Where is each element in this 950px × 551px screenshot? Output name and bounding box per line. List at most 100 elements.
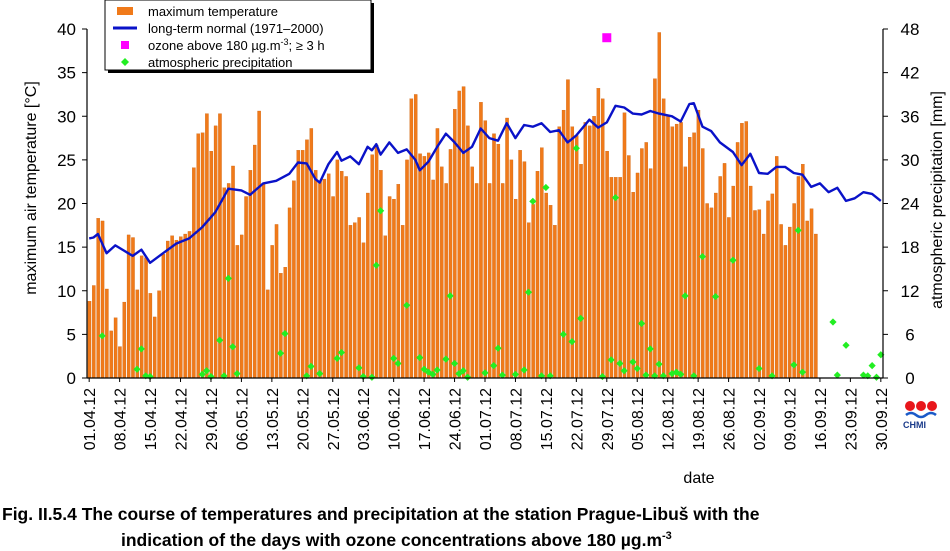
x-tick-label: 22.07.12 [569, 388, 586, 450]
temperature-bar [222, 187, 227, 379]
temperature-bar [126, 234, 131, 379]
temperature-bar [122, 301, 126, 379]
precipitation-point [842, 341, 850, 349]
temperature-bar [683, 166, 688, 379]
temperature-bar [644, 142, 648, 379]
temperature-bar [544, 192, 548, 379]
precipitation-point [220, 372, 228, 380]
temperature-bar [161, 253, 166, 379]
temperature-bar [444, 183, 448, 379]
temperature-bar [357, 217, 361, 379]
temperature-bar [635, 172, 640, 379]
temperature-bar [340, 171, 344, 379]
temperature-bar [540, 147, 544, 379]
temperature-bar [709, 207, 714, 379]
precipitation-point [337, 348, 346, 357]
y-tick-label-left: 40 [57, 20, 76, 39]
x-tick-label: 22.04.12 [174, 388, 191, 450]
temperature-bar [335, 159, 340, 379]
x-tick-label: 09.09.12 [783, 388, 800, 450]
temperature-bar [361, 242, 366, 379]
temperature-precipitation-chart: 01.04.12 08.04.12 15.04.12 22.04.12 29.04.12… [23, 0, 946, 487]
legend-box [104, 0, 372, 71]
precipitation-point [455, 370, 463, 378]
precipitation-point [355, 364, 363, 372]
temperature-bar [661, 98, 666, 379]
temperature-bar [527, 222, 531, 379]
temperature-bar [814, 233, 818, 379]
precipitation-point [377, 207, 385, 215]
precipitation-point [651, 372, 659, 380]
temperature-bar [118, 346, 122, 379]
legend-label-sup: -3 [281, 37, 289, 47]
precipitation-point [520, 366, 528, 374]
precipitation-point [568, 338, 576, 346]
precipitation-point [368, 373, 376, 381]
temperature-bar [248, 170, 253, 379]
temperature-bar [318, 180, 322, 379]
precipitation-point [498, 371, 506, 379]
temperature-bar [192, 167, 196, 379]
temperature-bar [266, 289, 270, 379]
temperature-bar [583, 122, 588, 379]
temperature-bar [309, 128, 314, 379]
precipitation-point [459, 367, 467, 375]
precipitation-point [616, 359, 624, 368]
temperature-bar [718, 176, 722, 379]
temperature-bar [722, 163, 727, 379]
temperature-bar [144, 257, 148, 379]
temperature-bar [775, 156, 779, 379]
temperature-bar [679, 122, 683, 379]
x-tick-label: 30.09.12 [874, 388, 891, 450]
caption-line-2-text: indication of the days with ozone concen… [121, 529, 663, 550]
x-tick-label: 05.08.12 [630, 388, 647, 450]
temperature-bar [500, 183, 505, 379]
precipitation-point [829, 318, 837, 326]
legend-label: ozone above 180 µg.m-3; ≥ 3 h [148, 37, 325, 53]
x-tick-label: 20.05.12 [295, 388, 312, 450]
legend-label: maximum temperature [148, 4, 278, 19]
temperature-bar [187, 231, 192, 379]
temperature-bar [174, 239, 179, 379]
temperature-bar [366, 192, 370, 379]
chmi-logo-icon [905, 401, 937, 419]
temperature-bar [374, 144, 379, 379]
temperature-bar [92, 285, 96, 379]
x-tick-label: 27.05.12 [326, 388, 343, 450]
x-tick-label: 19.08.12 [691, 388, 708, 450]
y-tick-label-right: 30 [901, 151, 920, 170]
temperature-bar [196, 133, 200, 379]
temperature-bar [270, 245, 274, 379]
temperature-bar [283, 267, 287, 379]
temperature-bar [457, 90, 461, 379]
temperature-bar [239, 234, 244, 379]
temperature-bar [727, 217, 731, 379]
temperature-bar [579, 164, 583, 379]
temperature-bar [470, 166, 474, 379]
precipitation-point [276, 349, 285, 357]
precipitation-point [137, 345, 145, 353]
legend-swatch-bar [117, 7, 133, 15]
x-tick-label: 29.04.12 [204, 388, 221, 450]
x-tick-label: 15.07.12 [539, 388, 556, 450]
ozone-point [602, 33, 612, 43]
x-tick-label: 26.08.12 [722, 388, 739, 450]
chmi-logo: CHMI [902, 400, 942, 436]
precipitation-point [450, 359, 459, 368]
temperature-bar [592, 116, 596, 379]
temperature-bar [87, 301, 92, 379]
precipitation-point [490, 362, 498, 370]
temperature-bar [587, 125, 592, 379]
normal-line [88, 101, 882, 264]
precipitation-point [711, 292, 720, 301]
temperature-bar [448, 149, 453, 379]
precipitation-point [668, 370, 676, 378]
logo-text: CHMI [903, 420, 926, 430]
temperature-bar [731, 185, 735, 379]
temperature-bar [157, 290, 161, 379]
precipitation-point [859, 371, 868, 379]
temperature-bar [440, 166, 444, 379]
y-tick-label-left: 30 [57, 107, 76, 126]
precipitation-point [198, 370, 206, 378]
temperature-bar [200, 132, 205, 379]
